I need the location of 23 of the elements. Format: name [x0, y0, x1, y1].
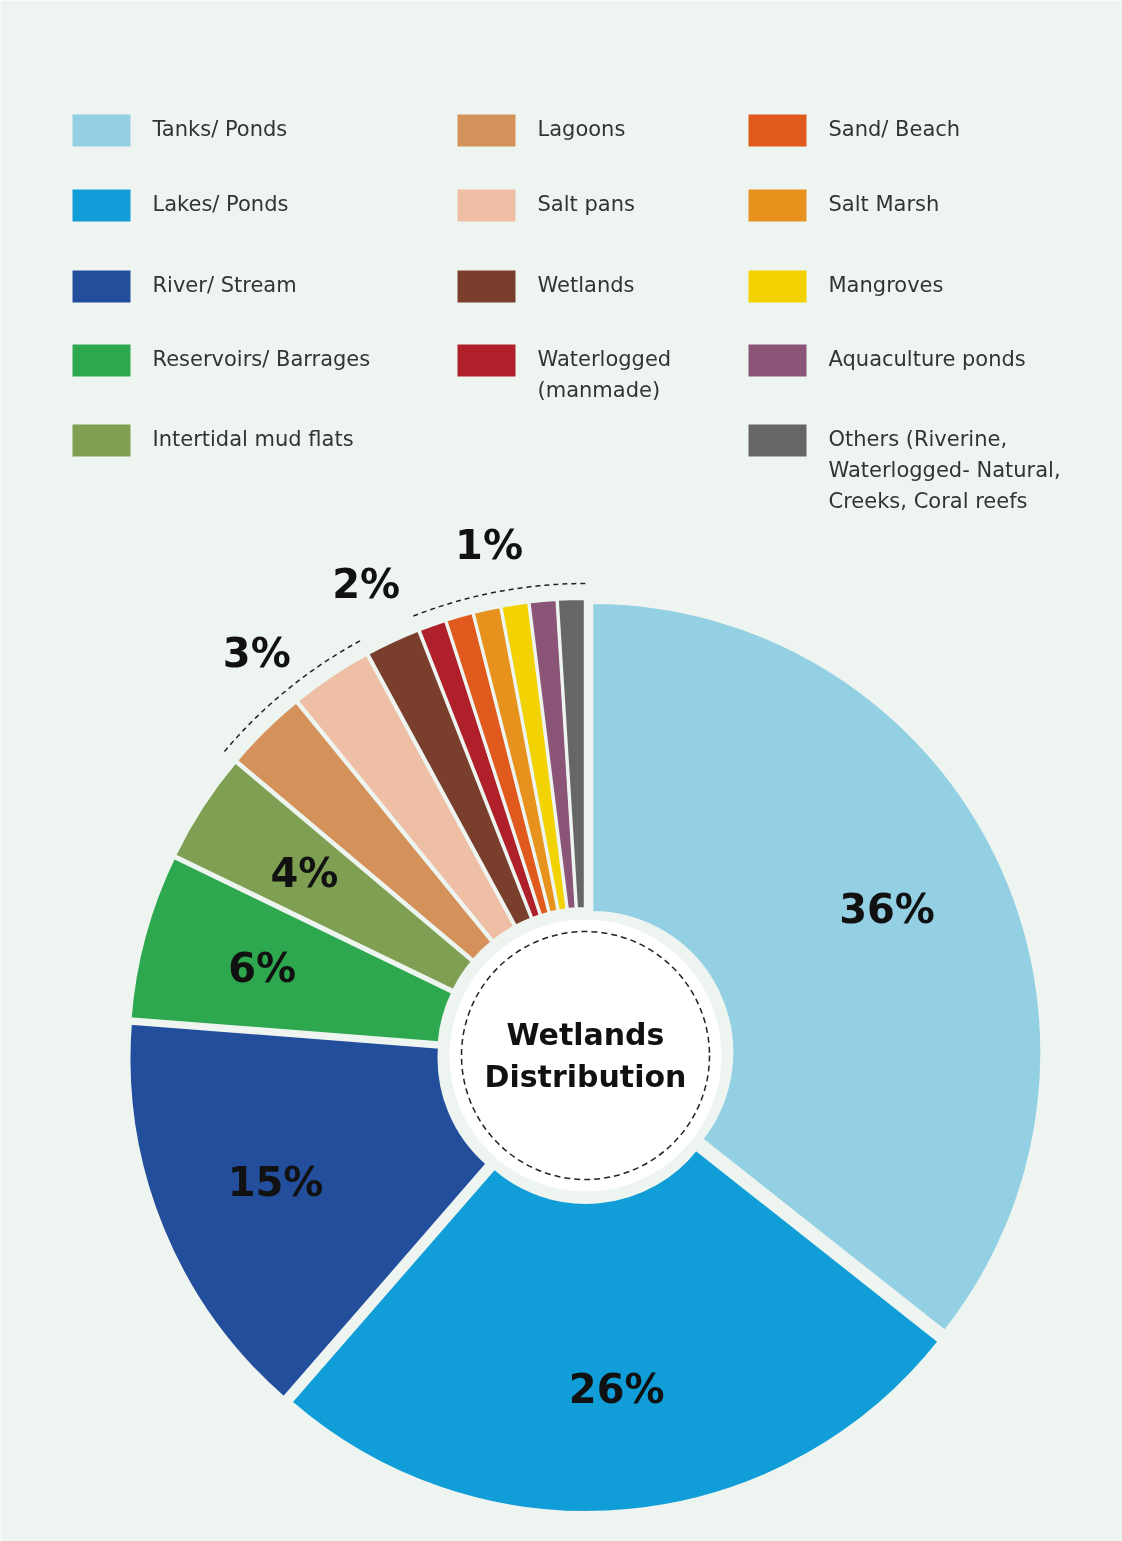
legend-label: Tanks/ Ponds: [151, 116, 288, 141]
data-label: 3%: [222, 629, 291, 676]
legend-label: Lagoons: [537, 116, 626, 141]
text: Wetlands Distribution: [484, 1017, 687, 1094]
legend-label: Waterlogged (manmade): [537, 346, 672, 402]
legend-label: Mangroves: [828, 272, 944, 297]
data-label: 2%: [332, 561, 401, 608]
data-label: 15%: [227, 1159, 324, 1206]
legend-label: River/ Stream: [152, 272, 297, 297]
legend-label: Salt pans: [537, 191, 635, 216]
data-label: 4%: [270, 850, 339, 897]
legend-label: Lakes/ Ponds: [152, 191, 289, 216]
data-label: 26%: [568, 1366, 665, 1413]
data-label: 36%: [839, 886, 935, 933]
legend-label: Intertidal mud flats: [152, 426, 354, 451]
data-label: 1%: [455, 521, 523, 568]
legend-label: Others (Riverine, Waterlogged- Natural, Creeks, Coral reefs: [828, 426, 1061, 513]
legend-label: Reservoirs/ Barrages: [152, 346, 371, 371]
legend-label: Salt Marsh: [828, 191, 940, 216]
legend-label: Wetlands: [537, 272, 635, 297]
legend-label: Sand/ Beach: [828, 116, 961, 141]
legend-label: Aquaculture ponds: [828, 346, 1026, 371]
data-label: 6%: [228, 944, 297, 991]
